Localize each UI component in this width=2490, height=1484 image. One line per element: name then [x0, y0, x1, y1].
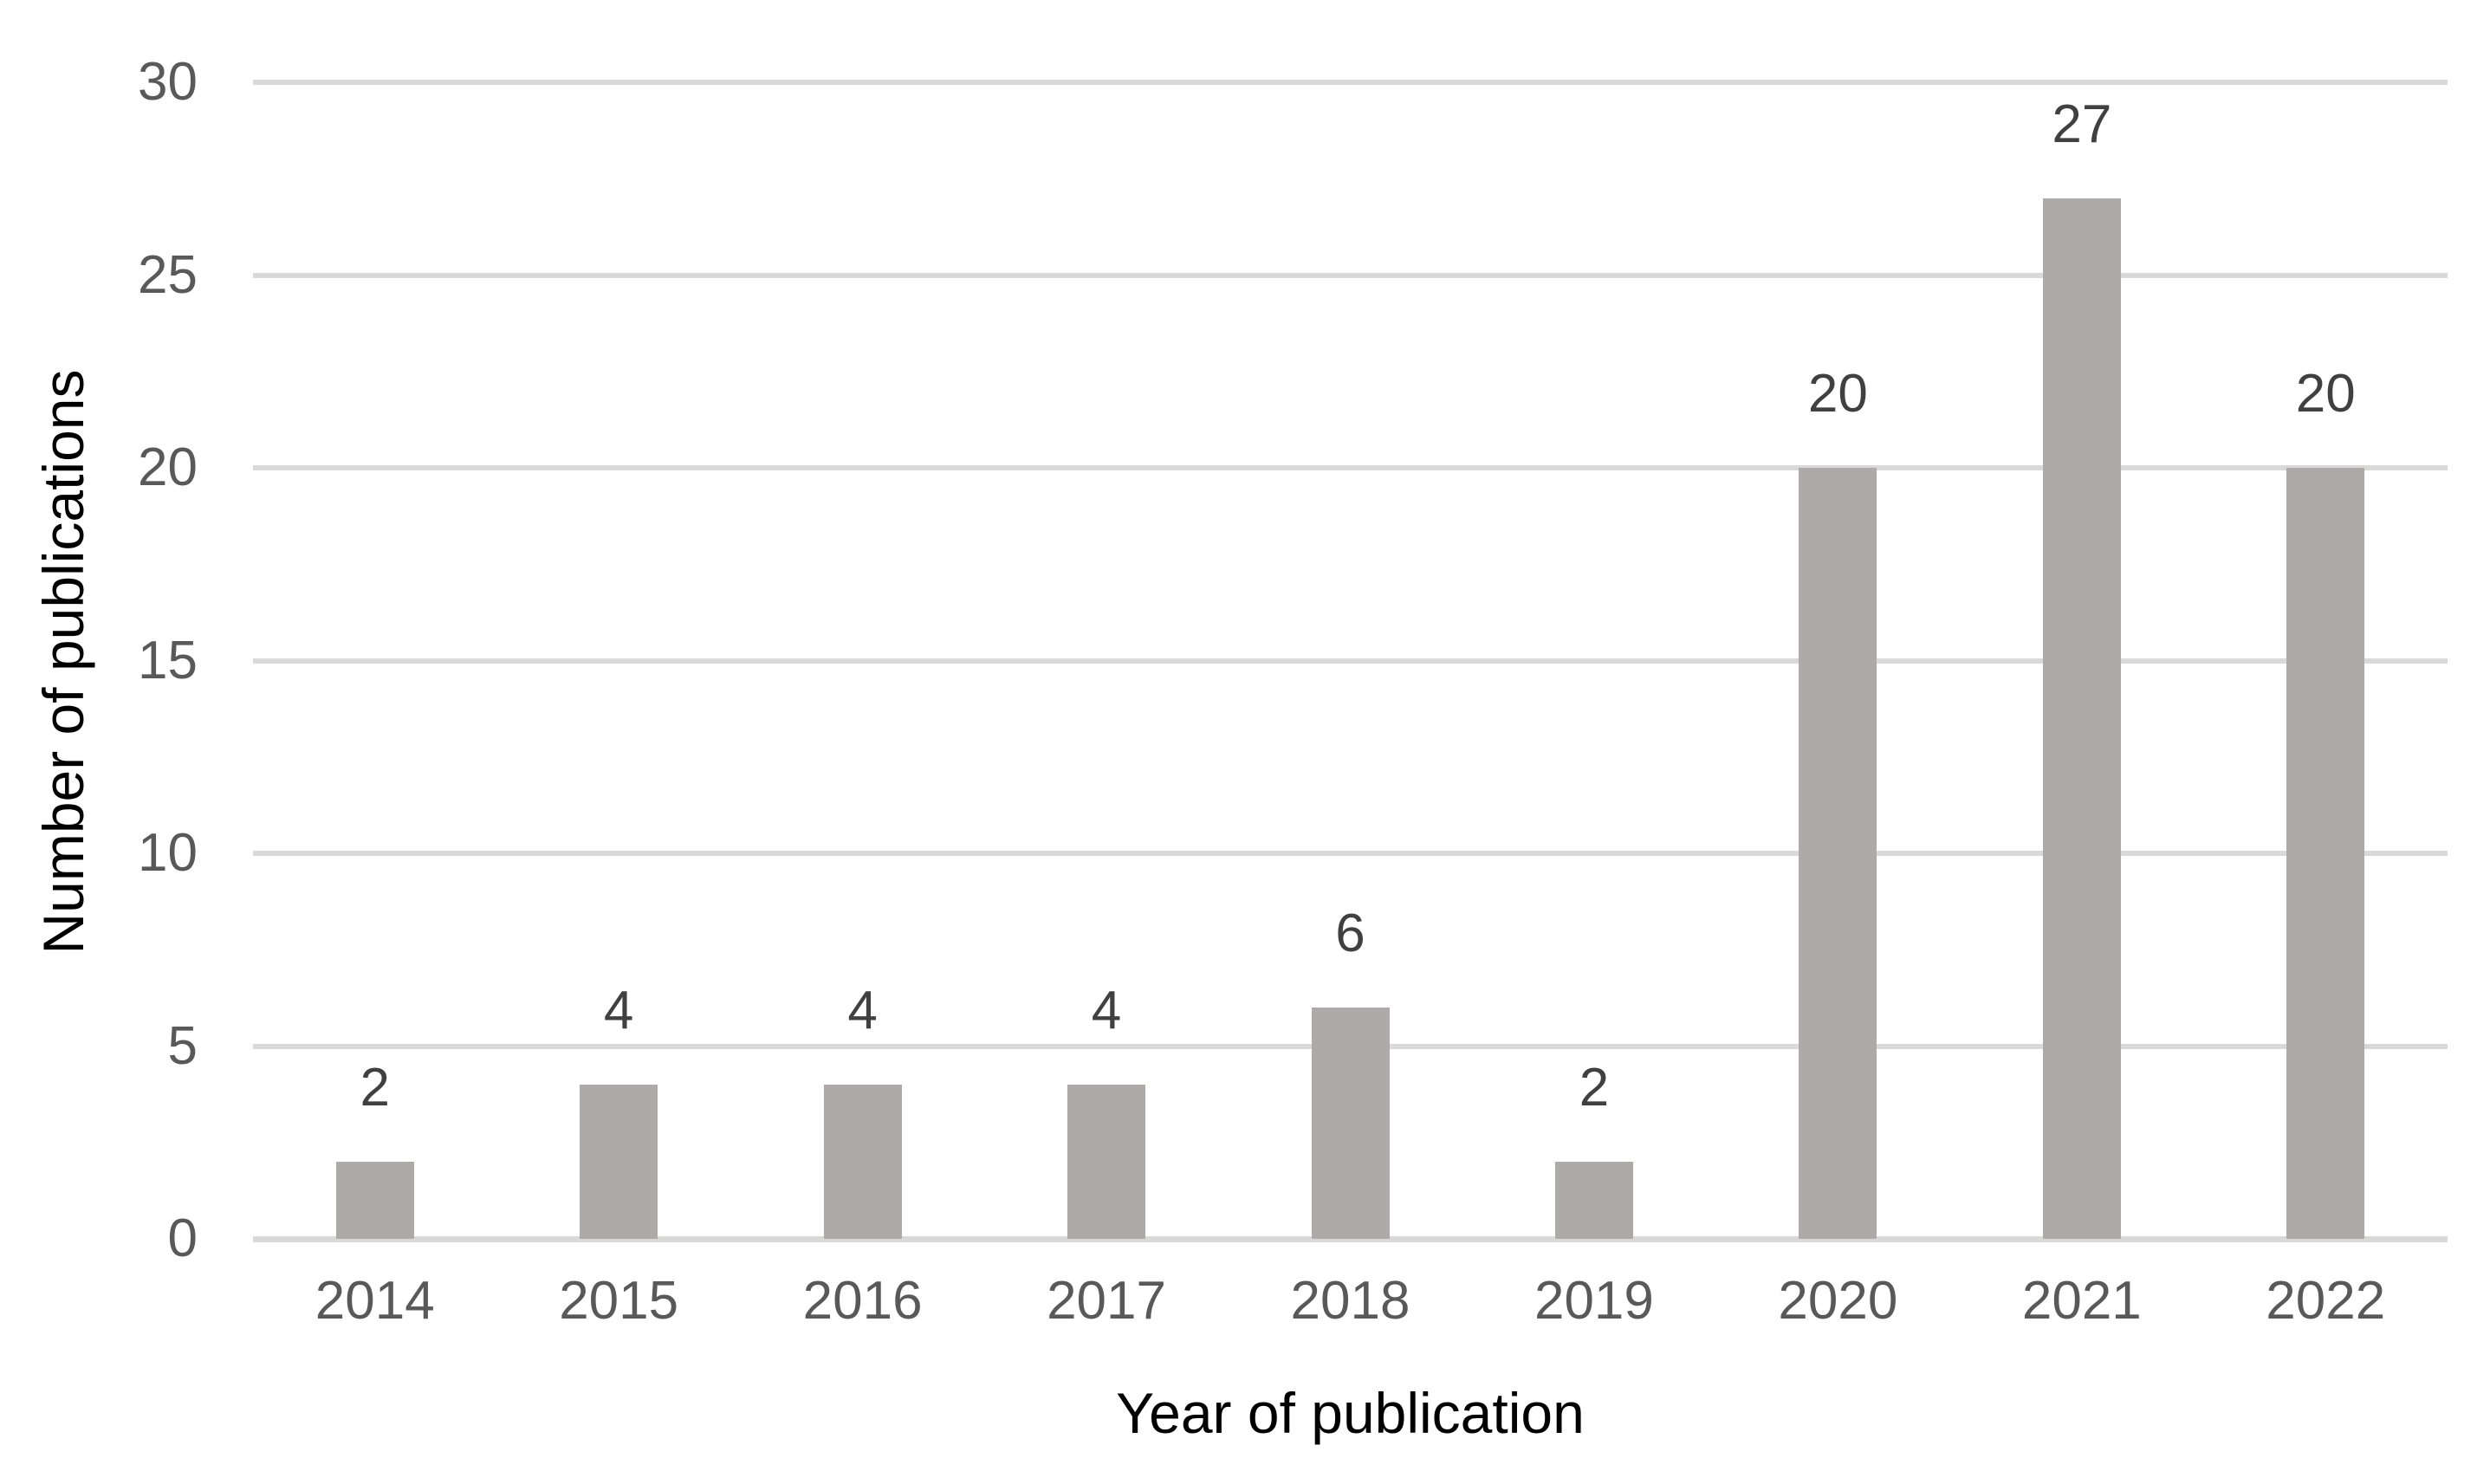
bar-value-label: 2 — [1579, 1058, 1610, 1118]
y-tick-label: 0 — [167, 1209, 198, 1268]
y-tick-label: 5 — [167, 1015, 198, 1076]
bar-2021 — [2042, 198, 2121, 1239]
bar-2016 — [823, 1085, 902, 1239]
gridline — [253, 658, 2448, 664]
bar-value-label: 27 — [2052, 94, 2112, 154]
x-tick-label: 2022 — [2266, 1271, 2386, 1331]
bar-value-label: 4 — [847, 981, 878, 1040]
x-tick-label: 2018 — [1290, 1271, 1410, 1331]
y-tick-label: 10 — [138, 823, 198, 883]
bar-value-label: 2 — [360, 1058, 390, 1118]
y-tick-label: 30 — [138, 52, 198, 112]
gridline — [253, 272, 2448, 278]
x-axis-line — [253, 1236, 2448, 1242]
gridline — [253, 80, 2448, 85]
gridline — [253, 465, 2448, 470]
y-tick-label: 25 — [138, 244, 198, 305]
bar-2017 — [1067, 1085, 1146, 1239]
bar-2018 — [1311, 1008, 1390, 1239]
x-tick-label: 2021 — [2021, 1271, 2142, 1331]
bar-value-label: 4 — [1091, 981, 1122, 1040]
x-tick-label: 2019 — [1534, 1271, 1654, 1331]
x-tick-label: 2016 — [802, 1271, 923, 1331]
bar-value-label: 20 — [2295, 364, 2356, 424]
x-tick-label: 2014 — [314, 1271, 435, 1331]
bar-2019 — [1554, 1162, 1633, 1239]
y-tick-label: 15 — [138, 630, 198, 690]
bar-2015 — [580, 1085, 658, 1239]
y-tick-label: 20 — [138, 437, 198, 497]
x-tick-label: 2017 — [1047, 1271, 1167, 1331]
bar-2022 — [2286, 468, 2365, 1239]
gridline — [253, 851, 2448, 856]
x-tick-label: 2015 — [559, 1271, 679, 1331]
bar-2014 — [335, 1162, 414, 1239]
x-axis-title: Year of publication — [1116, 1381, 1585, 1445]
bar-value-label: 20 — [1807, 364, 1868, 424]
x-tick-label: 2020 — [1778, 1271, 1898, 1331]
bar-2020 — [1799, 468, 1877, 1239]
bar-value-label: 4 — [603, 981, 634, 1040]
bar-value-label: 6 — [1335, 904, 1365, 963]
